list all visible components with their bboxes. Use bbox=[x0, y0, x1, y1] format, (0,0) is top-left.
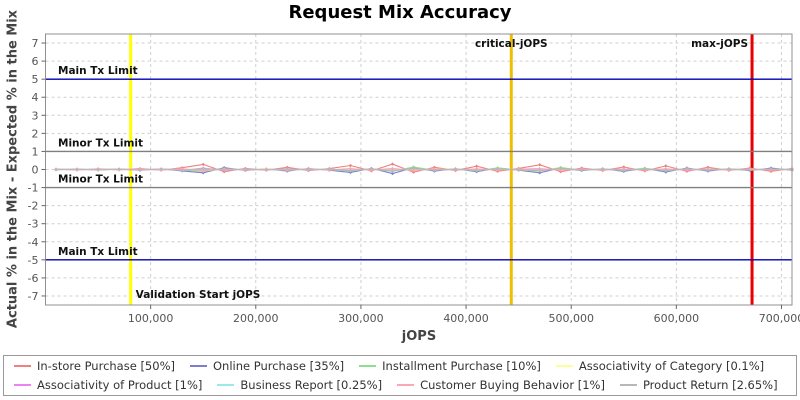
svg-text:2: 2 bbox=[32, 127, 39, 140]
svg-text:Minor Tx Limit: Minor Tx Limit bbox=[58, 137, 143, 149]
svg-text:0: 0 bbox=[32, 164, 39, 177]
legend-row-2: Associativity of Product [1%] Business R… bbox=[8, 376, 792, 395]
legend-swatch-icon bbox=[397, 383, 415, 386]
svg-text:-6: -6 bbox=[28, 272, 39, 285]
legend-item-in-store-purchase: In-store Purchase [50%] bbox=[14, 359, 175, 373]
series-product-return-2-65- bbox=[54, 166, 794, 173]
legend: In-store Purchase [50%] Online Purchase … bbox=[3, 355, 797, 396]
svg-text:Main Tx Limit: Main Tx Limit bbox=[58, 65, 138, 77]
svg-text:max-jOPS: max-jOPS bbox=[691, 38, 748, 50]
svg-text:4: 4 bbox=[32, 91, 39, 104]
legend-item-associativity-of-category: Associativity of Category [0.1%] bbox=[555, 359, 765, 374]
svg-text:-2: -2 bbox=[28, 200, 39, 213]
limit-lines bbox=[45, 78, 792, 261]
legend-swatch-icon bbox=[14, 383, 31, 386]
legend-item-installment-purchase: Installment Purchase [10%] bbox=[359, 359, 541, 373]
axis-ticks: 7 6 5 4 3 2 1 0 -1 -2 -3 -4 -5 -6 -7 100,000 200,000 300,… bbox=[28, 37, 800, 325]
svg-text:600,000: 600,000 bbox=[654, 312, 700, 325]
svg-text:200,000: 200,000 bbox=[233, 312, 279, 325]
legend-item-label: In-store Purchase [50%] bbox=[37, 359, 175, 374]
svg-text:3: 3 bbox=[32, 109, 39, 122]
legend-item-product-return: Product Return [2.65%] bbox=[619, 377, 778, 392]
svg-text:300,000: 300,000 bbox=[338, 312, 384, 325]
legend-item-label: Product Return [2.65%] bbox=[642, 377, 778, 392]
svg-text:-7: -7 bbox=[28, 290, 39, 303]
legend-swatch-icon bbox=[359, 365, 377, 368]
svg-text:Main Tx Limit: Main Tx Limit bbox=[58, 246, 138, 258]
x-axis-title: jOPS bbox=[401, 329, 437, 344]
svg-text:7: 7 bbox=[32, 37, 39, 50]
svg-text:-1: -1 bbox=[28, 182, 39, 195]
reference-line-labels: Validation Start jOPS critical-jOPS max-jO… bbox=[136, 38, 748, 301]
svg-text:6: 6 bbox=[32, 55, 39, 68]
svg-text:-4: -4 bbox=[28, 236, 39, 249]
svg-text:5: 5 bbox=[32, 73, 39, 86]
legend-swatch-icon bbox=[217, 383, 235, 386]
legend-item-label: Customer Buying Behavior [1%] bbox=[420, 377, 605, 392]
svg-text:1: 1 bbox=[32, 145, 39, 158]
legend-item-business-report: Business Report [0.25%] bbox=[217, 378, 382, 392]
legend-item-customer-buying-behavior: Customer Buying Behavior [1%] bbox=[397, 378, 605, 392]
legend-item-associativity-of-product: Associativity of Product [1%] bbox=[14, 378, 202, 392]
legend-item-label: Business Report [0.25%] bbox=[240, 377, 383, 392]
svg-text:500,000: 500,000 bbox=[548, 312, 594, 325]
svg-text:-3: -3 bbox=[28, 218, 39, 231]
legend-item-label: Associativity of Category [0.1%] bbox=[578, 359, 765, 374]
svg-text:Validation Start jOPS: Validation Start jOPS bbox=[136, 289, 261, 301]
svg-text:100,000: 100,000 bbox=[128, 312, 174, 325]
legend-swatch-icon bbox=[14, 365, 31, 368]
svg-text:400,000: 400,000 bbox=[443, 312, 489, 325]
chart-title: Request Mix Accuracy bbox=[288, 2, 512, 23]
legend-item-label: Associativity of Product [1%] bbox=[37, 377, 203, 392]
legend-swatch-icon bbox=[189, 365, 207, 368]
limit-line-labels: Main Tx Limit Minor Tx Limit Minor Tx Limi… bbox=[58, 65, 143, 258]
svg-text:critical-jOPS: critical-jOPS bbox=[475, 38, 548, 50]
svg-text:-5: -5 bbox=[28, 254, 39, 267]
legend-item-online-purchase: Online Purchase [35%] bbox=[189, 359, 345, 374]
svg-text:Minor Tx Limit: Minor Tx Limit bbox=[58, 174, 143, 186]
legend-row-1: In-store Purchase [50%] Online Purchase … bbox=[8, 357, 792, 376]
chart-canvas: 7 6 5 4 3 2 1 0 -1 -2 -3 -4 -5 -6 -7 100,000 200,000 300,… bbox=[28, 33, 800, 325]
legend-swatch-icon bbox=[619, 383, 637, 386]
legend-item-label: Online Purchase [35%] bbox=[212, 359, 345, 374]
svg-text:700,000: 700,000 bbox=[759, 312, 800, 325]
legend-item-label: Installment Purchase [10%] bbox=[382, 359, 541, 374]
legend-swatch-icon bbox=[555, 365, 573, 368]
